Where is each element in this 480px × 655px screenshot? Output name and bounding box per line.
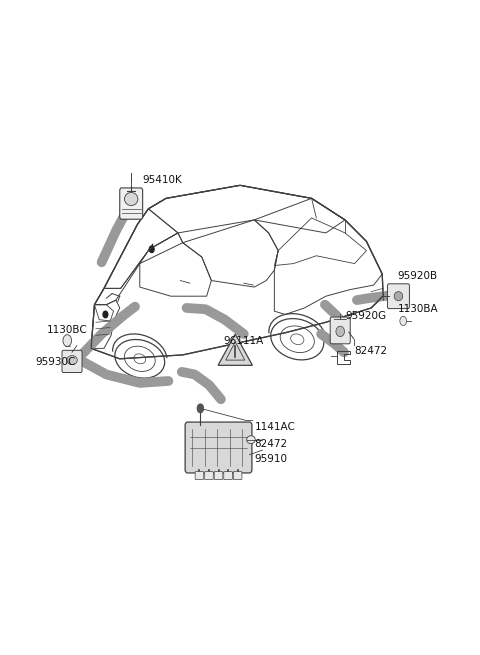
FancyBboxPatch shape [204, 472, 213, 479]
Circle shape [103, 311, 108, 318]
FancyBboxPatch shape [62, 350, 82, 373]
Circle shape [149, 246, 154, 252]
Polygon shape [218, 334, 252, 365]
Text: 96111A: 96111A [223, 336, 264, 346]
FancyBboxPatch shape [195, 472, 204, 479]
FancyBboxPatch shape [233, 472, 242, 479]
FancyBboxPatch shape [214, 472, 223, 479]
Text: 1130BC: 1130BC [47, 326, 87, 335]
FancyBboxPatch shape [330, 317, 350, 344]
Text: 95910: 95910 [254, 455, 288, 464]
FancyBboxPatch shape [120, 188, 143, 219]
Circle shape [63, 335, 72, 346]
FancyBboxPatch shape [185, 422, 252, 473]
Text: 1141AC: 1141AC [254, 422, 295, 432]
Text: 1130BA: 1130BA [397, 305, 438, 314]
Ellipse shape [247, 436, 255, 443]
Text: 95410K: 95410K [142, 176, 182, 185]
Ellipse shape [394, 291, 403, 301]
Circle shape [197, 404, 204, 413]
Ellipse shape [67, 356, 77, 365]
Text: 82472: 82472 [355, 346, 388, 356]
Ellipse shape [336, 326, 345, 337]
Text: 95920B: 95920B [397, 271, 438, 280]
Text: 95930C: 95930C [36, 357, 76, 367]
Text: 95920G: 95920G [345, 311, 386, 321]
Circle shape [400, 316, 407, 326]
Ellipse shape [124, 193, 138, 206]
FancyBboxPatch shape [387, 284, 409, 309]
FancyBboxPatch shape [224, 472, 232, 479]
Text: 82472: 82472 [254, 439, 288, 449]
